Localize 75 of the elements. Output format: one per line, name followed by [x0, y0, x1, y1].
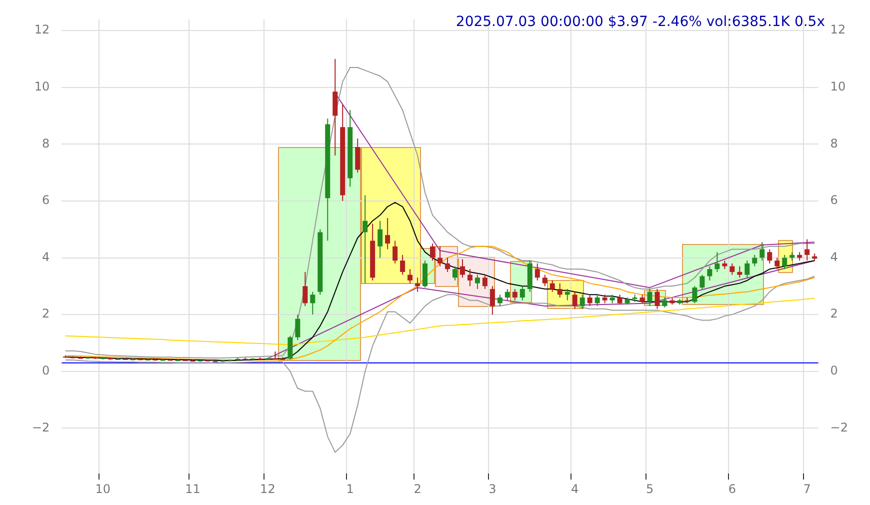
candlestick: [542, 274, 548, 287]
candlestick: [647, 288, 652, 307]
candlestick: [272, 350, 278, 360]
candlestick: [707, 266, 712, 281]
y-tick-label: 10: [34, 79, 50, 94]
candlestick: [804, 238, 810, 262]
candlestick: [594, 294, 600, 307]
candlestick: [288, 335, 293, 360]
candlestick: [662, 297, 668, 308]
candlestick: [362, 194, 368, 284]
candlestick: [490, 286, 495, 316]
candlestick: [774, 257, 780, 270]
candlestick: [714, 252, 720, 272]
x-tick-label: 1: [346, 482, 354, 496]
candlestick: [295, 314, 300, 341]
y-tick-label: 6: [42, 193, 50, 208]
candlestick: [422, 260, 428, 288]
y2-tick-label: 12: [830, 22, 846, 37]
candlestick: [557, 282, 562, 298]
candlestick: [408, 268, 413, 284]
candlestick: [460, 258, 465, 278]
candlestick: [692, 286, 698, 304]
candlestick: [430, 243, 436, 262]
candlestick: [572, 291, 578, 310]
candlestick: [550, 280, 555, 292]
y-tick-label: 8: [42, 136, 50, 150]
y2-tick-label: 8: [830, 136, 838, 150]
x-tick-label: 2: [414, 482, 422, 496]
candlestick: [782, 254, 788, 270]
candlestick: [767, 248, 772, 264]
x-tick-label: 7: [803, 482, 811, 496]
y2-tick-label: 0: [830, 363, 838, 378]
candlestick: [580, 294, 585, 310]
candlestick: [760, 242, 765, 262]
candlestick: [392, 240, 398, 264]
candlestick: [617, 294, 622, 306]
candlestick: [385, 218, 390, 250]
candlestick: [355, 138, 360, 174]
x-tick-label: 10: [95, 482, 111, 496]
candlestick: [482, 274, 488, 290]
candlestick: [520, 286, 525, 301]
y2-tick-label: 4: [830, 250, 838, 264]
x-tick-label: 3: [488, 482, 496, 496]
candlestick: [310, 291, 316, 316]
candlestick: [587, 294, 592, 307]
candlestick: [737, 266, 742, 278]
y-tick-label: 4: [42, 250, 50, 264]
candlestick: [700, 274, 705, 290]
candlestick: [474, 274, 480, 290]
candlestick: [730, 262, 735, 276]
candlestick: [467, 268, 472, 287]
x-tick-label: 6: [728, 482, 736, 496]
candlestick: [654, 288, 660, 310]
candlestick: [497, 294, 502, 307]
candlestick: [534, 262, 540, 281]
candlestick: [400, 254, 406, 276]
y2-tick-label: 6: [830, 193, 838, 208]
candlestick: [752, 254, 758, 267]
x-tick-label: 12: [260, 482, 276, 496]
y-tick-label: 0: [42, 363, 50, 378]
candlestick: [378, 220, 383, 258]
x-tick-label: 5: [646, 482, 654, 496]
candlestick: [512, 288, 518, 301]
x-tick-label: 11: [185, 482, 200, 496]
y-tick-label: 12: [34, 22, 50, 37]
candlestick: [504, 288, 510, 301]
y-tick-label: −2: [32, 420, 50, 434]
candlestick: [744, 260, 750, 278]
y2-tick-label: −2: [830, 420, 848, 434]
y-tick-label: 2: [42, 306, 50, 321]
y2-tick-label: 2: [830, 306, 838, 321]
chart-title: 2025.07.03 00:00:00 $3.97 -2.46% vol:6385.1K 0.5x: [456, 14, 825, 30]
y2-tick-label: 10: [830, 79, 846, 94]
x-tick-label: 4: [571, 482, 579, 496]
candlestick: [302, 271, 308, 307]
